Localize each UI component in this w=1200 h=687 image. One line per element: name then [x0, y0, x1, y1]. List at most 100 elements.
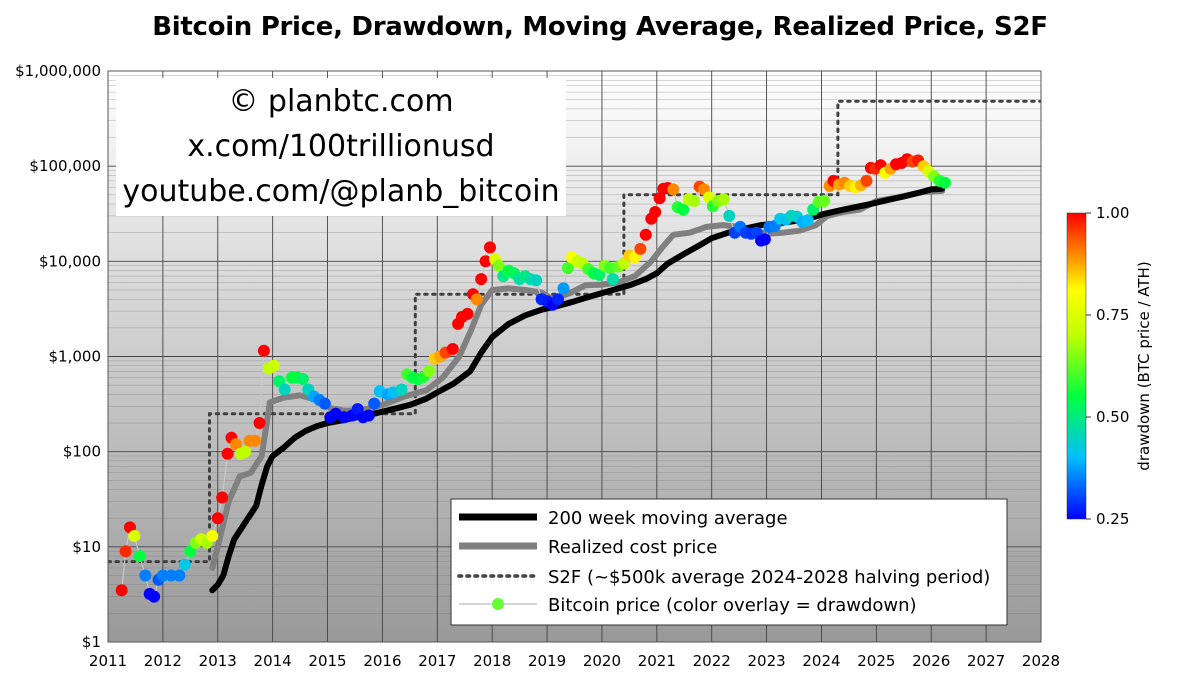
x-tick-label: 2016 [363, 652, 401, 670]
legend-label-price: Bitcoin price (color overlay = drawdown) [548, 595, 917, 616]
price-point [758, 233, 771, 246]
x-tick-label: 2024 [802, 652, 840, 670]
colorbar-gradient [1066, 212, 1087, 520]
price-point [156, 569, 169, 582]
watermark: © planbtc.com x.com/100trillionusd youtu… [116, 78, 566, 216]
y-tick-label: $100,000 [29, 157, 101, 175]
price-point [206, 530, 219, 542]
price-point [128, 530, 141, 542]
price-point [362, 409, 375, 422]
price-point [267, 359, 280, 372]
x-tick-label: 2021 [638, 652, 676, 670]
price-point [484, 241, 496, 254]
legend: 200 week moving average Realized cost pr… [450, 498, 1008, 626]
x-tick-label: 2013 [199, 652, 237, 670]
price-point [148, 590, 161, 603]
price-point [677, 203, 690, 216]
x-tick-label: 2027 [967, 652, 1005, 670]
watermark-line-3: youtube.com/@planb_bitcoin [122, 174, 559, 209]
price-point [278, 383, 291, 396]
price-point [801, 214, 814, 227]
colorbar-tick-label: 0.25 [1096, 510, 1129, 528]
x-tick-label: 2022 [693, 652, 731, 670]
price-point [475, 273, 488, 286]
price-point [939, 176, 951, 189]
price-point [479, 255, 492, 268]
legend-box [450, 498, 1008, 626]
x-tick-label: 2025 [857, 652, 895, 670]
price-point [461, 307, 474, 320]
price-point [239, 445, 252, 458]
legend-label-ma200: 200 week moving average [548, 508, 788, 529]
price-point [229, 438, 242, 451]
x-tick-label: 2020 [583, 652, 621, 670]
price-point [723, 209, 736, 222]
price-point [860, 174, 873, 187]
chart-title: Bitcoin Price, Drawdown, Moving Average,… [152, 12, 1048, 42]
legend-swatch-price-marker [492, 598, 504, 610]
price-point [818, 195, 831, 207]
price-point [216, 491, 229, 504]
price-point [552, 293, 564, 306]
price-point [530, 274, 543, 287]
price-point [717, 193, 730, 206]
price-point [667, 183, 680, 196]
price-point [133, 550, 146, 563]
plot-frame [107, 70, 1042, 643]
price-point [165, 569, 178, 582]
x-tick-label: 2015 [308, 652, 346, 670]
price-point [115, 584, 128, 597]
x-tick-label: 2028 [1022, 652, 1060, 670]
y-tick-label: $10 [72, 538, 101, 556]
y-tick-label: $1,000,000 [15, 62, 101, 80]
price-point [318, 397, 331, 410]
price-point [649, 206, 662, 218]
y-axis: $1 $10 $100 $1,000 $10,000 $100,000 $1,000,000 [15, 62, 101, 651]
price-point [606, 273, 619, 286]
x-axis: 2011 2012 2013 2014 2015 2016 2017 2018 2019 2020… [89, 652, 1060, 670]
x-tick-label: 2017 [418, 652, 456, 670]
price-point [119, 545, 132, 558]
price-point [395, 383, 408, 396]
price-point [211, 512, 224, 525]
y-tick-label: $10,000 [39, 252, 101, 270]
price-point [557, 282, 570, 295]
price-point [634, 242, 647, 255]
x-tick-label: 2014 [254, 652, 292, 670]
x-tick-label: 2012 [144, 652, 182, 670]
price-point [446, 343, 459, 355]
x-tick-label: 2023 [747, 652, 785, 670]
price-point [628, 251, 641, 264]
price-point [249, 434, 262, 447]
watermark-line-2: x.com/100trillionusd [187, 129, 494, 164]
colorbar-tick-label: 0.75 [1096, 306, 1129, 324]
y-tick-label: $1 [82, 633, 101, 651]
price-point [423, 365, 436, 378]
legend-label-s2f: S2F (~$500k average 2024-2028 halving pe… [548, 567, 990, 588]
price-point [688, 195, 701, 207]
colorbar-title: drawdown (BTC price / ATH) [1135, 261, 1153, 470]
price-point [139, 569, 152, 582]
price-point [173, 569, 186, 582]
x-tick-label: 2011 [89, 652, 127, 670]
price-point [492, 259, 505, 272]
price-point [221, 447, 234, 460]
price-point [296, 373, 309, 385]
colorbar-tick-label: 1.00 [1096, 204, 1129, 222]
series-line-s2f [108, 99, 1041, 564]
y-tick-label: $1,000 [49, 348, 102, 366]
price-point [178, 558, 191, 571]
colorbar-tick-label: 0.50 [1096, 408, 1129, 426]
watermark-line-1: © planbtc.com [228, 84, 453, 119]
price-points [115, 153, 951, 603]
price-point [561, 262, 574, 275]
price-point [257, 344, 270, 357]
colorbar: 1.00 0.75 0.50 0.25 drawdown (BTC price / A… [1066, 204, 1153, 528]
price-point [653, 192, 666, 205]
price-point [253, 417, 266, 429]
x-tick-label: 2026 [912, 652, 950, 670]
colorbar-ticks: 1.00 0.75 0.50 0.25 [1086, 204, 1129, 528]
legend-label-realized: Realized cost price [548, 537, 717, 558]
price-point [470, 293, 483, 306]
